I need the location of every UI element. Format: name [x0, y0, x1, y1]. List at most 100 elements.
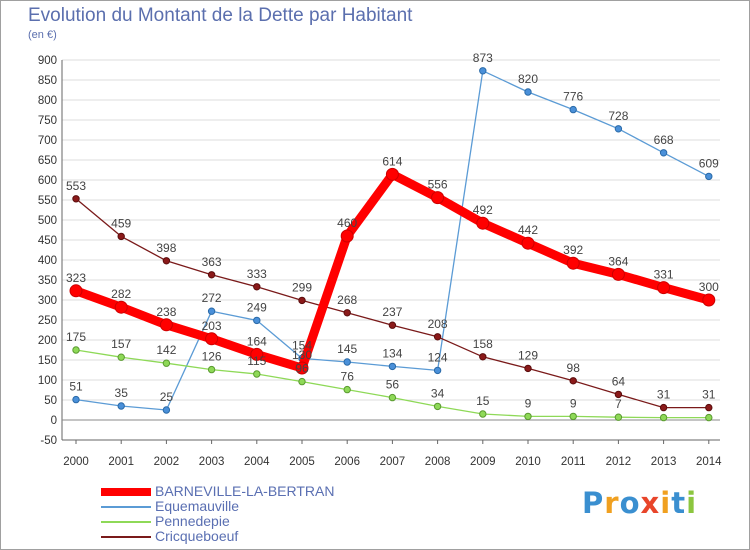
- data-label: 331: [654, 268, 674, 282]
- x-tick-label: 2013: [651, 456, 677, 468]
- legend-label: Equemauville: [155, 498, 240, 514]
- data-label: 7: [615, 397, 622, 411]
- x-tick-label: 2001: [108, 456, 134, 468]
- data-label: 238: [156, 305, 176, 319]
- data-point: [340, 229, 354, 243]
- data-point: [207, 365, 216, 374]
- x-tick-label: 2014: [696, 456, 722, 468]
- data-label: 203: [202, 319, 222, 333]
- data-label: 820: [518, 72, 538, 86]
- data-label: 208: [428, 317, 448, 331]
- data-point: [433, 366, 442, 375]
- y-tick-label: 800: [38, 95, 57, 107]
- x-tick-label: 2000: [63, 456, 89, 468]
- y-tick-label: 650: [38, 155, 57, 167]
- data-point: [388, 362, 397, 371]
- data-point: [479, 353, 487, 361]
- data-point: [117, 232, 125, 241]
- data-point: [162, 406, 171, 414]
- data-label: 158: [473, 337, 493, 351]
- data-point: [385, 167, 399, 181]
- y-tick-label: 150: [38, 355, 57, 367]
- y-tick-label: 600: [38, 175, 57, 187]
- x-tick-label: 2007: [380, 456, 406, 468]
- y-tick-label: -50: [40, 435, 57, 447]
- data-point: [253, 316, 261, 325]
- legend-label: BARNEVILLE-LA-BERTRAN: [155, 483, 335, 499]
- data-point: [569, 105, 577, 114]
- data-point: [705, 172, 713, 181]
- legend-swatch: [101, 506, 151, 508]
- x-tick-label: 2004: [244, 456, 270, 468]
- data-label: 442: [518, 223, 538, 237]
- data-point: [250, 347, 264, 361]
- data-point: [524, 88, 532, 96]
- data-label: 157: [111, 337, 131, 351]
- data-point: [72, 195, 80, 203]
- data-label: 154: [292, 338, 312, 352]
- data-point: [162, 359, 171, 367]
- legend-label: Cricqueboeuf: [155, 528, 239, 544]
- data-label: 9: [525, 396, 532, 410]
- y-tick-label: 750: [38, 115, 57, 127]
- data-point: [479, 67, 487, 75]
- data-point: [114, 300, 128, 314]
- data-label: 124: [428, 350, 448, 364]
- data-label: 553: [66, 179, 86, 193]
- data-label: 614: [382, 154, 402, 168]
- data-label: 460: [337, 216, 357, 230]
- data-point: [569, 412, 577, 421]
- x-tick-label: 2006: [334, 456, 360, 468]
- data-point: [657, 281, 671, 295]
- data-label: 299: [292, 280, 312, 294]
- data-label: 492: [473, 203, 493, 217]
- data-point: [705, 403, 713, 412]
- y-tick-label: 250: [38, 315, 57, 327]
- proxiti-logo: Proxiti: [582, 486, 698, 520]
- data-point: [659, 413, 668, 422]
- y-tick-label: 350: [38, 275, 57, 287]
- data-point: [253, 283, 261, 291]
- data-point: [433, 333, 442, 341]
- y-tick-label: 50: [44, 395, 57, 407]
- y-tick-label: 300: [38, 295, 57, 307]
- data-label: 51: [69, 380, 83, 394]
- data-point: [159, 318, 173, 332]
- data-point: [524, 364, 532, 373]
- data-label: 130: [292, 348, 312, 362]
- chart-subtitle: (en €): [28, 29, 57, 41]
- x-tick-label: 2012: [606, 456, 632, 468]
- data-point: [343, 358, 351, 366]
- data-point: [614, 413, 623, 421]
- data-label: 96: [295, 362, 309, 376]
- data-label: 392: [563, 243, 583, 257]
- data-label: 35: [115, 386, 129, 400]
- data-label: 15: [476, 394, 490, 408]
- data-label: 115: [247, 354, 266, 368]
- data-point: [72, 346, 80, 354]
- x-tick-label: 2005: [289, 456, 315, 468]
- data-point: [614, 125, 623, 133]
- y-tick-label: 850: [38, 75, 57, 87]
- data-label: 145: [337, 342, 357, 356]
- data-point: [521, 236, 535, 250]
- data-label: 126: [202, 350, 222, 364]
- y-tick-label: 900: [38, 55, 57, 67]
- data-label: 142: [156, 343, 176, 357]
- data-label: 175: [66, 330, 86, 344]
- data-point: [117, 402, 125, 410]
- data-label: 282: [111, 287, 131, 301]
- data-label: 272: [202, 291, 222, 305]
- data-point: [614, 390, 623, 399]
- y-tick-label: 400: [38, 255, 57, 267]
- data-point: [566, 256, 580, 270]
- data-label: 249: [247, 300, 267, 314]
- data-point: [569, 377, 577, 385]
- data-label: 323: [66, 271, 86, 285]
- data-point: [207, 307, 216, 315]
- data-point: [388, 321, 397, 329]
- data-point: [476, 216, 490, 230]
- y-tick-label: 700: [38, 135, 57, 147]
- data-point: [433, 402, 442, 411]
